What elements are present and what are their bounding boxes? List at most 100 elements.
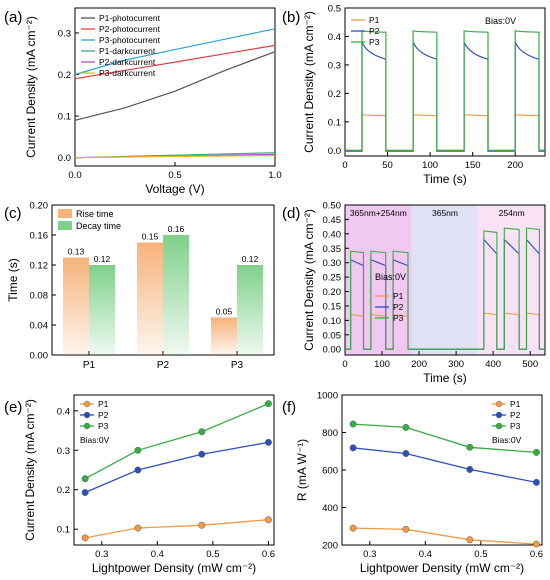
data-point	[264, 438, 272, 446]
series-line	[84, 441, 269, 494]
x-tick-label: 150	[465, 160, 481, 171]
plot-frame	[344, 7, 546, 157]
legend-label: P2	[510, 410, 521, 420]
x-tick-label: 200	[411, 359, 427, 370]
x-tick-label: 0.6	[262, 549, 275, 560]
bias-annotation: Bias:0V	[80, 435, 110, 445]
bias-annotation: Bias:0V	[485, 16, 516, 26]
panel-label-a: (a)	[4, 9, 22, 26]
series-line	[353, 527, 537, 545]
series-line	[74, 44, 276, 80]
y-tick-label: 0.3	[58, 28, 71, 39]
x-axis-label: Voltage (V)	[145, 182, 204, 196]
data-point	[532, 478, 540, 486]
y-tick-label: 0.1	[328, 117, 341, 128]
legend-label: P1-darkcurrent	[99, 46, 156, 56]
data-point	[198, 450, 206, 458]
illumination-region	[478, 205, 545, 355]
legend-marker	[495, 422, 503, 430]
data-point	[532, 448, 540, 456]
y-tick-label: 0.04	[30, 321, 49, 332]
x-axis-label: Time (s)	[423, 172, 467, 186]
y-tick-label: 200	[322, 541, 338, 552]
bar-value-label: 0.15	[142, 232, 159, 242]
y-tick-label: 0.4	[328, 32, 341, 43]
y-axis-label: Current Density (mA cm⁻²)	[302, 209, 316, 351]
y-axis-label: Current Density (mA cm⁻²)	[302, 11, 316, 153]
series-line	[344, 41, 546, 152]
legend-marker	[495, 411, 503, 419]
legend-label: Decay time	[76, 221, 121, 231]
y-tick-label: 0.50	[323, 201, 342, 212]
category-label: P3	[231, 360, 244, 371]
x-tick-label: 1.0	[268, 170, 281, 181]
bar	[89, 265, 115, 355]
y-tick-label: 0.3	[328, 60, 341, 71]
x-tick-label: 0.5	[474, 549, 487, 560]
legend-label: Rise time	[76, 209, 114, 219]
bar	[211, 317, 237, 355]
x-tick-label: 0.0	[68, 170, 81, 181]
y-tick-label: 0.4	[57, 406, 70, 417]
y-axis-label: R (mA W⁻¹)	[295, 439, 309, 501]
x-axis-label: Time (s)	[423, 371, 467, 385]
data-point	[81, 489, 89, 496]
data-point	[264, 400, 272, 408]
legend-label: P2	[369, 26, 380, 36]
data-point	[532, 540, 540, 548]
data-point	[349, 444, 357, 452]
illumination-region	[411, 205, 479, 355]
series-line	[344, 30, 546, 151]
y-tick-label: 800	[322, 428, 338, 439]
data-point	[349, 524, 357, 532]
bar	[163, 235, 189, 355]
y-tick-label: 0.1	[58, 112, 71, 123]
data-point	[134, 466, 142, 474]
bar	[137, 242, 163, 355]
bias-annotation: Bias:0V	[375, 272, 406, 282]
x-tick-label: 0.5	[168, 170, 181, 181]
legend-label: P1	[369, 15, 380, 25]
x-tick-label: 50	[382, 160, 393, 171]
legend-label: P1	[393, 291, 404, 301]
legend-label: P3	[369, 37, 380, 47]
bar-value-label: 0.16	[168, 224, 185, 234]
bar-value-label: 0.12	[94, 254, 111, 264]
x-tick-label: 0.5	[206, 549, 219, 560]
legend-label: P1	[98, 399, 109, 409]
y-tick-label: 0.16	[30, 231, 49, 242]
x-tick-label: 0.4	[419, 549, 432, 560]
legend-label: P3	[98, 421, 109, 431]
series-line	[84, 403, 269, 480]
y-tick-label: 0.08	[30, 291, 49, 302]
y-tick-label: 0.2	[58, 70, 71, 81]
panel-label-c: (c)	[4, 205, 22, 222]
y-tick-label: 0.5	[328, 4, 341, 15]
panel-label-f: (f)	[282, 399, 296, 416]
y-tick-label: 0.20	[30, 201, 49, 212]
data-point	[134, 524, 142, 532]
panel-label-d: (d)	[282, 205, 300, 222]
y-tick-label: 0.00	[323, 345, 342, 356]
bar-value-label: 0.05	[216, 307, 233, 317]
y-tick-label: 0.3	[57, 446, 70, 457]
x-axis-label: Lightpower Density (mW cm⁻²)	[92, 561, 256, 575]
legend-label: P2-darkcurrent	[99, 57, 156, 67]
y-tick-label: 0.2	[328, 89, 341, 100]
x-tick-label: 0.3	[95, 549, 108, 560]
legend-marker	[495, 400, 503, 408]
illumination-region	[345, 205, 412, 355]
y-axis-label: Current Density (mA cm⁻²)	[24, 16, 38, 158]
series-line	[84, 519, 269, 539]
category-label: P2	[157, 360, 170, 371]
legend-swatch	[58, 209, 72, 218]
legend-label: P2-photocurrent	[99, 24, 161, 34]
legend-marker	[83, 422, 91, 430]
data-point	[198, 428, 206, 436]
region-label: 365nm	[432, 208, 458, 218]
y-tick-label: 0.2	[57, 485, 70, 496]
legend-label: P3	[510, 421, 521, 431]
x-tick-label: 100	[422, 160, 438, 171]
legend-label: P1-photocurrent	[99, 13, 161, 23]
